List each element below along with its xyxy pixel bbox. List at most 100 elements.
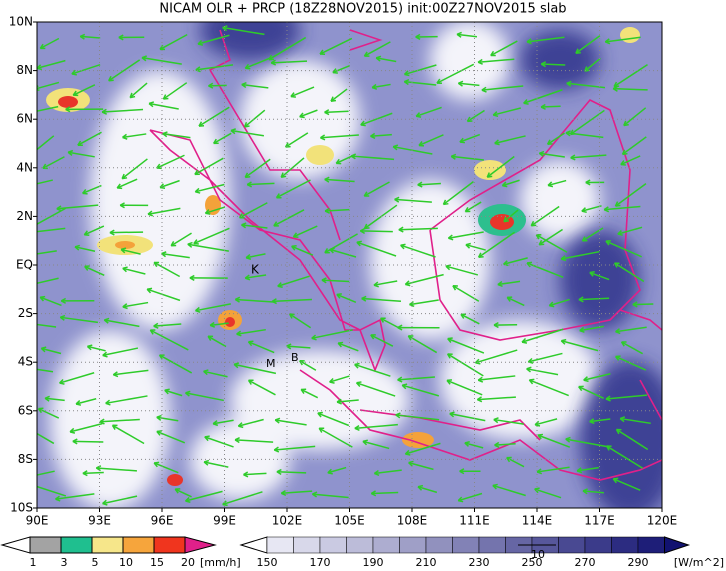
wind-vector [374, 469, 402, 475]
wind-vector [360, 112, 393, 126]
wind-vector-head [104, 317, 110, 321]
wind-vector [449, 412, 486, 422]
legend-label: 150 [257, 556, 278, 569]
wind-vector-head [477, 252, 482, 258]
lat-label: 6N [16, 112, 33, 126]
precip-colorbar: 1 3 5 10 15 20 [mm/h] [0, 536, 241, 569]
wind-vector-head [547, 181, 553, 186]
wind-vector [161, 252, 190, 259]
wind-vector [332, 64, 351, 74]
wind-vector [541, 63, 566, 66]
wind-vector-head [537, 433, 544, 436]
wind-vector [447, 337, 485, 354]
wind-vector [605, 394, 648, 400]
wind-vector [534, 488, 562, 499]
wind-vector-head [234, 437, 240, 441]
wind-vector [447, 353, 484, 377]
wind-vector [311, 329, 353, 340]
wind-vector [615, 355, 647, 371]
reference-vector-label: 10 [531, 548, 545, 561]
wind-vector [41, 347, 62, 355]
wind-vector [37, 470, 55, 476]
colorbar-box [293, 536, 321, 554]
wind-vector [529, 379, 569, 397]
wind-vector-head [116, 183, 121, 189]
wind-vector-head [403, 70, 409, 75]
wind-vector-head [198, 121, 203, 127]
legend-unit: [mm/h] [200, 556, 241, 569]
wind-vector-head [79, 33, 86, 38]
wind-vector [80, 35, 101, 39]
wind-vector-head [311, 334, 317, 339]
wind-vector [614, 262, 645, 283]
wind-vector [60, 316, 99, 324]
wind-vector-head [370, 132, 376, 137]
wind-vector-head [270, 59, 276, 64]
wind-vector [37, 81, 60, 90]
wind-vector [621, 341, 644, 355]
wind-vector [589, 418, 611, 423]
wind-vector-head [24, 321, 29, 323]
wind-vector [75, 398, 97, 405]
wind-vector [245, 274, 267, 279]
wind-vector [87, 345, 106, 352]
wind-vector-head [492, 483, 498, 487]
wind-vector-head [540, 61, 547, 65]
wind-vector [497, 280, 521, 286]
wind-vector-head [329, 247, 335, 251]
wind-vector-head [244, 172, 249, 178]
wind-vector [324, 110, 349, 114]
wind-vector-head [362, 439, 368, 443]
wind-vector [241, 224, 268, 229]
wind-vector-head [417, 181, 423, 186]
wind-vector-head [290, 92, 295, 97]
wind-vector-head [526, 366, 532, 370]
wind-vector [195, 183, 225, 193]
wind-vector-head [534, 420, 540, 426]
wind-vector [623, 107, 647, 127]
wind-vector [418, 134, 444, 147]
wind-vector [606, 445, 644, 469]
wind-vector [581, 205, 602, 212]
legend-label: 20 [181, 556, 195, 569]
wind-vector [72, 440, 104, 443]
lon-label: 93E [88, 514, 111, 528]
wind-vector-head [565, 130, 571, 134]
wind-vector-head [42, 163, 47, 169]
wind-vector [494, 135, 526, 145]
wind-vector-head [21, 253, 25, 256]
wind-vector-head [371, 83, 377, 89]
wind-vector-head [112, 371, 118, 376]
colorbar-box [399, 536, 427, 554]
wind-vector [320, 134, 359, 139]
wind-vector [584, 57, 601, 72]
wind-vector [122, 301, 149, 308]
wind-vector [290, 86, 315, 98]
wind-vector [405, 442, 441, 455]
wind-vector [56, 204, 99, 210]
wind-vector-head [560, 255, 566, 260]
wind-vector-head [193, 239, 198, 245]
wind-vector [236, 328, 266, 335]
wind-vector-head [284, 142, 289, 148]
wind-vector-head [392, 144, 399, 148]
wind-vector-head [503, 216, 507, 222]
wind-vector [616, 428, 649, 451]
wind-vector-head [273, 221, 278, 227]
wind-vector-head [456, 31, 462, 36]
wind-vector [113, 369, 149, 376]
wind-vector-head [474, 358, 480, 364]
wind-vector [299, 109, 318, 118]
wind-vector [400, 244, 436, 258]
wind-vector [276, 179, 311, 199]
wind-vector [395, 414, 440, 421]
wind-vector-head [566, 80, 572, 84]
wind-vector-head [492, 111, 498, 116]
lon-label: 96E [151, 514, 174, 528]
wind-vector-head [497, 280, 503, 286]
wind-vector-head [44, 395, 50, 399]
wind-vector [59, 372, 95, 384]
wind-vector [244, 158, 271, 178]
legend-label: 210 [416, 556, 437, 569]
wind-vector [494, 443, 516, 446]
